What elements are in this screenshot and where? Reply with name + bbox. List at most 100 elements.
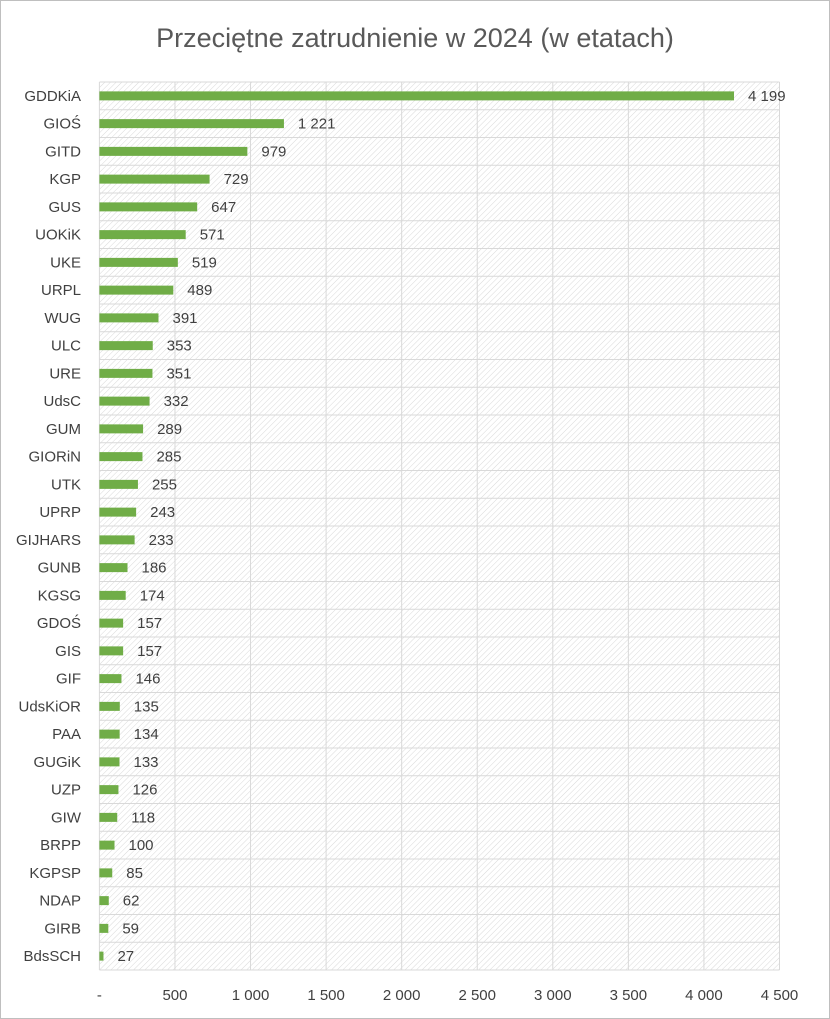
data-label: 100	[129, 837, 154, 854]
x-tick-label: 4 000	[685, 987, 723, 1004]
x-tick-label: 2 500	[458, 987, 496, 1004]
data-label: 4 199	[748, 88, 786, 105]
data-label: 729	[224, 171, 249, 188]
bar	[99, 785, 119, 795]
bar	[99, 563, 128, 573]
bar	[99, 479, 138, 489]
bar	[99, 452, 143, 462]
bar	[99, 174, 210, 184]
data-label: 353	[167, 338, 192, 355]
y-tick-label: GUM	[46, 421, 81, 438]
y-tick-label: PAA	[52, 726, 81, 743]
bar	[99, 507, 137, 517]
y-tick-label: GIJHARS	[16, 532, 81, 549]
data-label: 157	[137, 615, 162, 632]
y-tick-label: KGP	[49, 171, 81, 188]
data-label: 146	[135, 671, 160, 688]
y-tick-label: UKE	[50, 254, 81, 271]
data-label: 186	[142, 560, 167, 577]
y-tick-label: GITD	[45, 143, 81, 160]
x-tick-label: 3 500	[610, 987, 648, 1004]
data-label: 59	[122, 920, 139, 937]
y-tick-label: ULC	[51, 338, 81, 355]
y-tick-label: URPL	[41, 282, 81, 299]
bar	[99, 202, 198, 212]
bar	[99, 812, 118, 822]
y-tick-label: KGPSP	[29, 865, 81, 882]
bar	[99, 674, 122, 684]
data-label: 157	[137, 643, 162, 660]
y-tick-label: GIS	[55, 643, 81, 660]
data-label: 135	[134, 698, 159, 715]
data-label: 332	[164, 393, 189, 410]
data-label: 134	[134, 726, 159, 743]
bar	[99, 729, 120, 739]
bar	[99, 313, 159, 323]
bar	[99, 646, 124, 656]
x-tick-label: 1 000	[232, 987, 270, 1004]
bar	[99, 868, 113, 878]
bar	[99, 285, 174, 295]
data-label: 489	[187, 282, 212, 299]
y-tick-label: UPRP	[39, 504, 81, 521]
y-tick-label: NDAP	[39, 893, 81, 910]
data-label: 285	[156, 449, 181, 466]
data-label: 255	[152, 476, 177, 493]
x-tick-label: 500	[162, 987, 187, 1004]
data-label: 289	[157, 421, 182, 438]
y-tick-label: UZP	[51, 782, 81, 799]
data-label: 118	[131, 809, 155, 826]
data-label: 233	[149, 532, 174, 549]
data-label: 85	[126, 865, 143, 882]
data-label: 174	[140, 587, 165, 604]
bar	[99, 146, 248, 156]
y-tick-label: URE	[49, 365, 81, 382]
y-tick-label: GUNB	[38, 560, 81, 577]
y-tick-label: GDDKiA	[24, 88, 81, 105]
y-tick-label: GIF	[56, 671, 81, 688]
data-label: 391	[172, 310, 197, 327]
bar	[99, 341, 153, 351]
y-tick-label: KGSG	[38, 587, 81, 604]
bar	[99, 896, 109, 906]
y-tick-label: GIOŚ	[43, 115, 81, 133]
data-label: 126	[132, 782, 157, 799]
data-label: 351	[166, 365, 191, 382]
y-tick-label: GIW	[51, 809, 82, 826]
bar	[99, 923, 109, 933]
data-label: 27	[117, 948, 134, 965]
x-tick-label: -	[97, 987, 102, 1004]
bar	[99, 424, 144, 434]
bar	[99, 951, 104, 961]
bar	[99, 757, 120, 767]
y-tick-label: UdsKiOR	[18, 698, 81, 715]
bar	[99, 840, 115, 850]
y-tick-label: UTK	[51, 476, 81, 493]
y-tick-label: GIRB	[44, 920, 81, 937]
bar	[99, 368, 153, 378]
y-tick-label: GUGiK	[33, 754, 81, 771]
y-tick-label: BRPP	[40, 837, 81, 854]
y-tick-label: GDOŚ	[37, 614, 81, 632]
data-label: 571	[200, 227, 225, 244]
x-tick-label: 1 500	[307, 987, 345, 1004]
y-tick-label: UOKiK	[35, 227, 81, 244]
data-label: 519	[192, 254, 217, 271]
bar	[99, 119, 284, 129]
data-label: 243	[150, 504, 175, 521]
y-tick-label: GIORiN	[29, 449, 82, 466]
chart-title: Przeciętne zatrudnienie w 2024 (w etatac…	[156, 23, 674, 53]
y-tick-label: GUS	[48, 199, 81, 216]
y-tick-label: BdsSCH	[23, 948, 81, 965]
x-tick-label: 3 000	[534, 987, 572, 1004]
bar	[99, 590, 126, 600]
data-label: 647	[211, 199, 236, 216]
data-label: 979	[261, 143, 286, 160]
x-tick-label: 2 000	[383, 987, 421, 1004]
y-tick-label: UdsC	[43, 393, 81, 410]
bar	[99, 396, 150, 406]
data-label: 62	[123, 893, 140, 910]
bar	[99, 618, 124, 628]
